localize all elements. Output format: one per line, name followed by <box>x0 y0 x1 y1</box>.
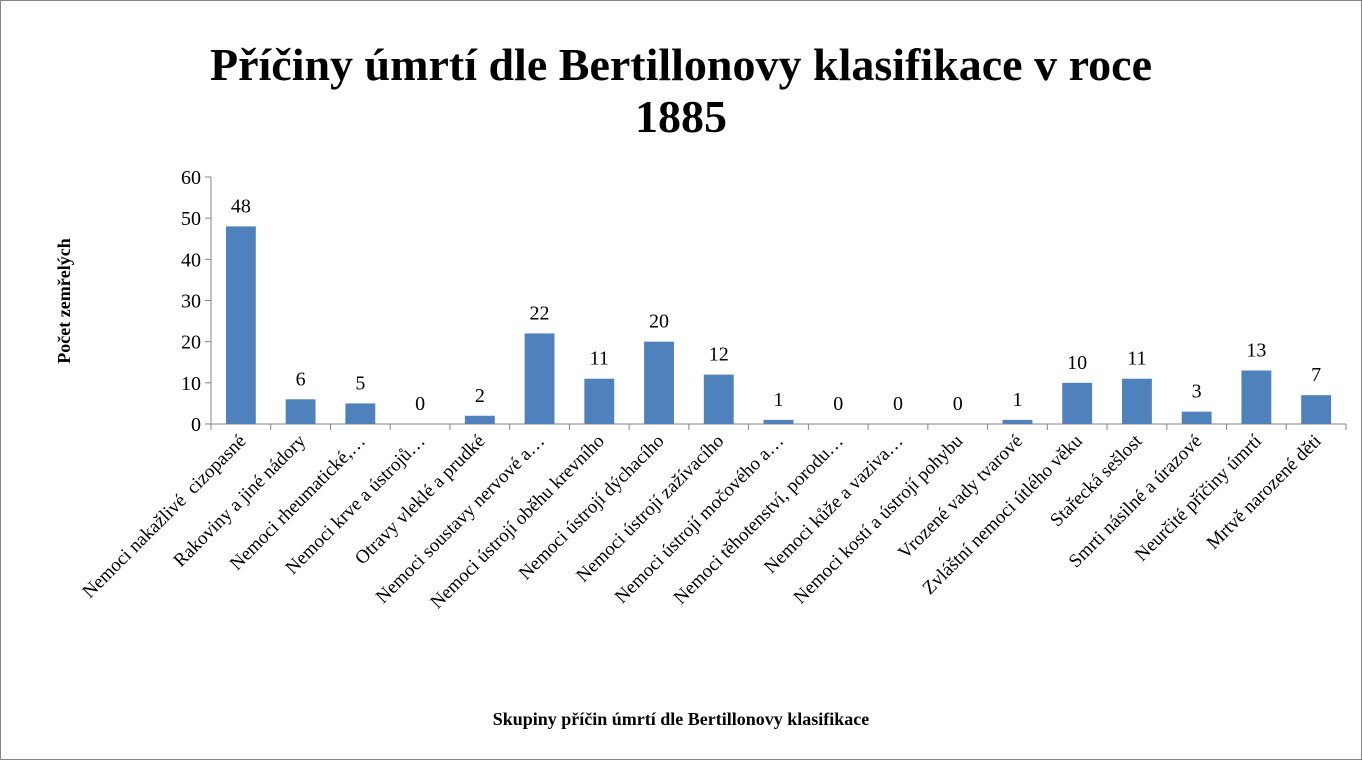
data-label: 0 <box>415 393 425 415</box>
bar <box>285 399 316 424</box>
chart-title: Příčiny úmrtí dle Bertillonovy klasifika… <box>209 39 1152 142</box>
y-axis-title: Počet zemřelých <box>54 238 74 363</box>
data-label: 6 <box>296 368 306 390</box>
bar <box>1181 411 1212 424</box>
data-label: 11 <box>590 348 609 370</box>
data-label: 0 <box>953 393 963 415</box>
bar <box>1002 419 1033 424</box>
bar <box>584 378 615 424</box>
bar <box>345 403 376 424</box>
bar <box>1062 382 1093 424</box>
y-tick-label: 0 <box>191 414 201 436</box>
data-label: 5 <box>355 372 365 394</box>
data-label: 22 <box>530 302 550 324</box>
y-tick-label: 20 <box>181 332 201 354</box>
bar <box>225 226 256 424</box>
data-label: 1 <box>774 389 784 411</box>
bar <box>644 341 674 424</box>
data-label: 11 <box>1127 348 1146 370</box>
bar <box>1121 378 1152 424</box>
data-label: 7 <box>1311 364 1321 386</box>
data-label: 20 <box>649 311 669 333</box>
bar <box>1301 395 1332 424</box>
y-tick-label: 60 <box>181 167 201 189</box>
data-label: 2 <box>475 385 485 407</box>
data-label: 48 <box>231 195 251 217</box>
y-tick-label: 10 <box>181 373 201 395</box>
bar <box>1241 370 1272 424</box>
bar <box>703 374 734 424</box>
x-tick-label: Mrtvě narozené děti <box>1203 431 1326 554</box>
bar <box>524 333 555 424</box>
bar <box>763 419 794 424</box>
data-label: 12 <box>709 344 729 366</box>
x-axis-title: Skupiny příčin úmrtí dle Bertillonovy kl… <box>493 709 870 729</box>
data-label: 3 <box>1192 381 1202 403</box>
data-label: 1 <box>1012 389 1022 411</box>
data-label: 0 <box>893 393 903 415</box>
y-tick-label: 30 <box>181 291 201 313</box>
data-label: 0 <box>833 393 843 415</box>
bar <box>464 415 495 424</box>
data-label: 10 <box>1067 352 1087 374</box>
data-label: 13 <box>1246 339 1266 361</box>
y-tick-label: 40 <box>181 249 201 271</box>
y-tick-label: 50 <box>181 208 201 230</box>
